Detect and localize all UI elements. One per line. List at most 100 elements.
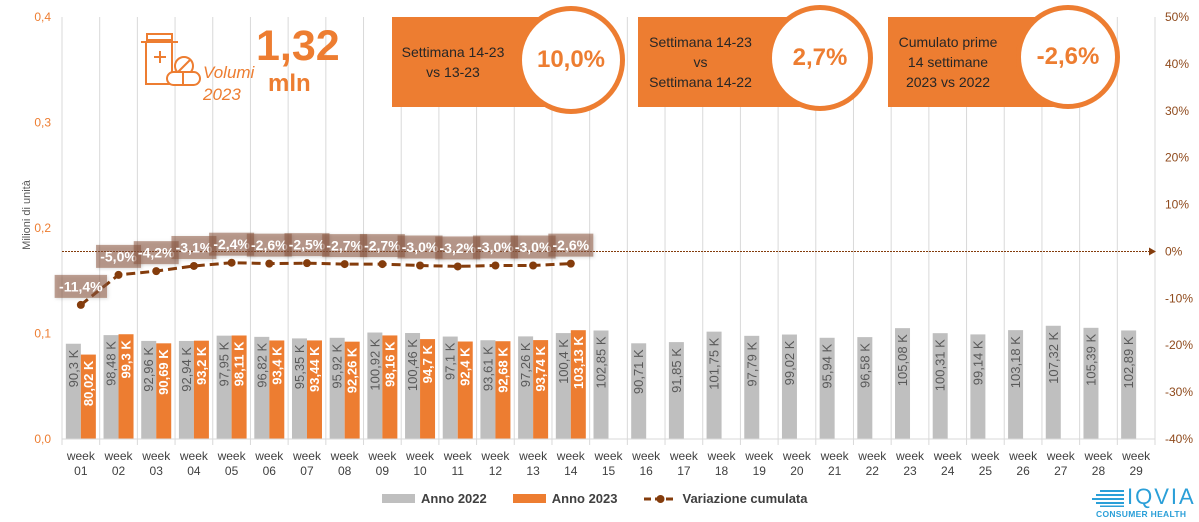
y-right-tick-label: -20% [1165, 338, 1193, 352]
y-left-tick-label: 0,2 [34, 221, 51, 235]
kpi-label-line: Settimana 14-23 [401, 44, 505, 60]
bar-label-anno-2022: 97,95 K [217, 341, 232, 386]
x-category-label: week 15 [594, 449, 623, 478]
bar-anno-2022 [329, 337, 345, 439]
x-category-label: week 10 [406, 449, 435, 478]
bar-anno-2022 [367, 332, 383, 439]
bar-label-anno-2022: 98,48 K [104, 341, 119, 386]
y-right-tick-label: 40% [1165, 57, 1189, 71]
x-category-label: week 21 [820, 449, 849, 478]
bar-anno-2022 [932, 333, 948, 439]
y-right-tick-label: -30% [1165, 385, 1193, 399]
chart-legend: Anno 2022 Anno 2023 Variazione cumulata [382, 491, 834, 506]
legend-swatch-orange [512, 494, 546, 503]
cumulative-variation-point [416, 261, 425, 270]
y-right-tick-label: 30% [1165, 104, 1189, 118]
bar-anno-2023 [344, 341, 360, 439]
bar-anno-2022 [970, 334, 986, 439]
bar-anno-2023 [156, 343, 172, 439]
x-category-label: week 24 [933, 449, 962, 478]
cumulative-label-box [284, 233, 330, 257]
cumulative-label-box [472, 235, 518, 259]
iqvia-stripes-icon [1092, 490, 1124, 507]
cumulative-label-box [397, 235, 443, 259]
bar-anno-2023 [495, 341, 511, 439]
bar-label-anno-2023: 93,4 K [269, 346, 284, 385]
bar-label-anno-2022: 91,85 K [669, 348, 684, 393]
legend-label: Anno 2023 [551, 491, 618, 506]
bar-label-anno-2022: 105,39 K [1083, 333, 1098, 385]
cumulative-label: -2,6% [251, 237, 288, 253]
bar-label-anno-2022: 90,3 K [66, 349, 81, 387]
bar-label-anno-2022: 95,94 K [820, 343, 835, 388]
x-category-label: week 27 [1046, 449, 1075, 478]
bar-label-anno-2023: 94,7 K [420, 344, 435, 383]
legend-item-anno-2022: Anno 2022 [382, 491, 487, 506]
cumulative-label-box [54, 274, 108, 298]
bar-label-anno-2023: 80,02 K [81, 360, 96, 406]
cumulative-label: -3,0% [515, 239, 552, 255]
bar-label-anno-2022: 102,85 K [594, 336, 609, 388]
bar-label-anno-2022: 92,96 K [141, 347, 156, 392]
legend-item-variazione-cumulata: Variazione cumulata [643, 491, 808, 506]
cumulative-variation-point [189, 261, 198, 270]
cumulative-variation-point [378, 260, 387, 269]
volume-value: 1,32 [256, 22, 340, 70]
cumulative-label-box [246, 233, 292, 257]
bar-anno-2022 [216, 335, 232, 439]
y-axis-title: Milioni di unità [21, 179, 33, 250]
iqvia-logo: IQVIA CONSUMER HEALTH [1090, 486, 1198, 520]
bar-anno-2022 [631, 343, 647, 439]
bar-anno-2023 [306, 340, 322, 439]
cumulative-variation-point [152, 267, 161, 276]
bar-label-anno-2022: 92,94 K [179, 347, 194, 392]
cumulative-label: -2,7% [364, 238, 401, 254]
y-left-tick-label: 0,1 [34, 327, 51, 341]
bar-label-anno-2022: 100,46 K [405, 339, 420, 391]
x-category-label: week 17 [669, 449, 698, 478]
cumulative-variation-point [114, 270, 123, 279]
bar-label-anno-2023: 92,4 K [458, 347, 473, 386]
bar-anno-2023 [457, 341, 473, 439]
bar-label-anno-2022: 97,1 K [443, 342, 458, 380]
bar-label-anno-2022: 93,61 K [480, 346, 495, 391]
bar-anno-2022 [706, 331, 722, 439]
bar-label-anno-2022: 102,89 K [1121, 336, 1136, 388]
bar-label-anno-2022: 100,31 K [933, 339, 948, 391]
cumulative-label: -11,4% [59, 278, 103, 294]
cumulative-label: -3,1% [176, 239, 213, 255]
x-category-label: week 04 [179, 449, 208, 478]
kpi-label-line: 14 settimane [907, 54, 989, 70]
cumulative-label-box [96, 244, 142, 268]
bar-label-anno-2023: 93,2 K [194, 346, 209, 385]
y-right-tick-label: -10% [1165, 291, 1193, 305]
volume-unit: mln [268, 70, 311, 97]
cumulative-label: -4,2% [138, 245, 175, 261]
cumulative-label: -2,6% [553, 237, 590, 253]
bar-anno-2022 [781, 334, 797, 439]
bar-label-anno-2022: 101,75 K [707, 337, 722, 389]
y-right-tick-label: 50% [1165, 10, 1189, 24]
kpi-weekly-variation-label: Settimana 14-23 vs 13-23 [392, 17, 514, 107]
legend-label: Anno 2022 [421, 491, 487, 506]
y-right-tick-label: 0% [1165, 244, 1183, 258]
bar-label-anno-2023: 92,68 K [495, 347, 510, 393]
bar-anno-2022 [668, 342, 684, 439]
logo-brand-text: IQVIA [1127, 484, 1196, 509]
x-category-label: week 13 [519, 449, 548, 478]
bar-label-anno-2022: 96,82 K [254, 343, 269, 388]
cumulative-variation-labels: -11,4%-5,0% -4,2% -3,1% -2,4% -2,6% -2,5% -2,7… [54, 232, 594, 298]
x-category-label: week 29 [1122, 449, 1151, 478]
x-category-label: week 02 [104, 449, 133, 478]
kpi-year-over-year-week-circle: 2,7% [767, 5, 873, 111]
bars [65, 325, 1137, 439]
kpi-cumulative-label: Cumulato prime 14 settimane 2023 vs 2022 [888, 17, 1008, 107]
cumulative-variation-point [491, 261, 500, 270]
bar-label-anno-2022: 97,79 K [744, 342, 759, 387]
x-category-label: week 11 [443, 449, 472, 478]
bar-anno-2022 [518, 336, 534, 439]
y-left-tick-label: 0,3 [34, 116, 51, 130]
x-category-label: week 09 [368, 449, 397, 478]
y-left-tick-label: 0,4 [34, 10, 51, 24]
x-category-label: week 26 [1009, 449, 1038, 478]
